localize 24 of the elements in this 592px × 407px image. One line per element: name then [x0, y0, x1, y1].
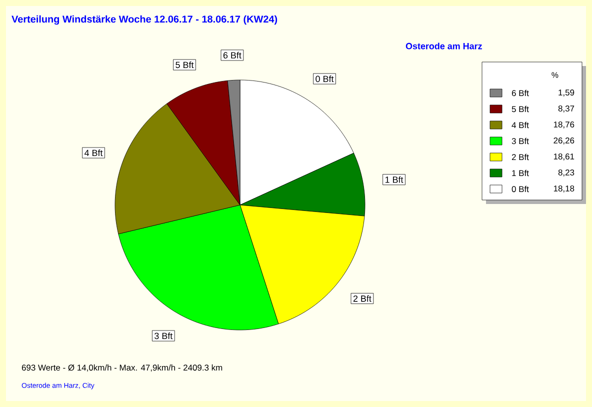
legend-label: 2 Bft	[512, 154, 529, 160]
chart-title: Verteilung Windstärke Woche 12.06.17 - 18.06.17 (KW24)	[12, 15, 278, 25]
legend-label: 5 Bft	[512, 106, 529, 112]
data-label: 26,26	[554, 138, 574, 144]
slice-label: 5 Bft	[176, 62, 194, 68]
slice-label: 1 Bft	[385, 176, 404, 183]
data-label: 8,37	[558, 106, 574, 112]
slice-label: 0 Bft	[316, 76, 334, 82]
data-label: 8,23	[558, 170, 574, 176]
legend-label: 6 Bft	[512, 90, 529, 96]
slice-label: 3 Bft	[154, 332, 173, 340]
slice-label: 6 Bft	[223, 52, 242, 58]
slice-label: 4 Bft	[84, 150, 103, 156]
data-label: 18,76	[554, 122, 574, 128]
chart-subtitle: Osterode am Harz	[406, 42, 482, 50]
legend-label: 0 Bft	[512, 186, 529, 192]
data-label: 18,18	[554, 186, 574, 192]
legend-label: 3 Bft	[512, 138, 529, 144]
text: 693 Werte - Ø 14,0km/h - Max. 47,9km/h - 2409.3 km	[22, 364, 222, 372]
data-label: 18,61	[554, 154, 574, 160]
legend-label: 4 Bft	[512, 122, 529, 128]
slice-label: 2 Bft	[353, 295, 372, 302]
legend-label: 1 Bft	[512, 170, 529, 176]
data-label: 1,59	[558, 90, 574, 96]
